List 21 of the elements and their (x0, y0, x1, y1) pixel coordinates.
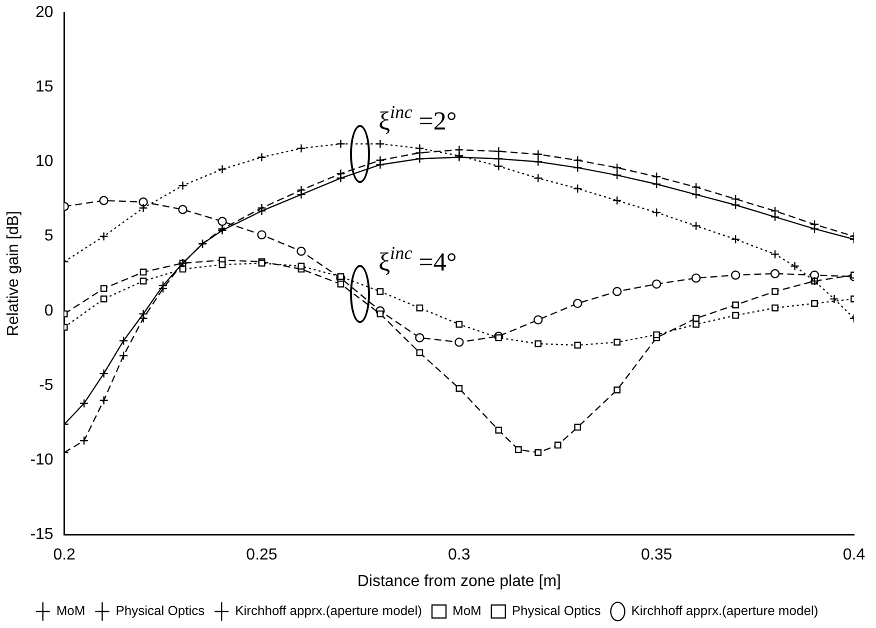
y-axis-title: Relative gain [dB] (5, 210, 22, 336)
legend-label: Physical Optics (116, 603, 206, 618)
x-tick-label: 0.2 (53, 546, 76, 564)
y-tick-label: 20 (36, 4, 54, 22)
x-axis-title: Distance from zone plate [m] (357, 572, 561, 590)
y-tick-label: 10 (36, 153, 54, 170)
legend-label: Kirchhoff apprx.(aperture model) (235, 603, 422, 618)
y-tick-label: -10 (30, 451, 54, 468)
legend-label: MoM (56, 603, 86, 618)
y-tick-label: 0 (44, 302, 54, 320)
y-tick-label: 5 (44, 228, 54, 245)
legend-label: Kirchhoff apprx.(aperture model) (631, 603, 818, 618)
x-tick-label: 0.4 (842, 546, 866, 564)
legend-label: MoM (452, 603, 482, 618)
x-tick-label: 0.3 (448, 546, 470, 564)
x-tick-label: 0.35 (641, 546, 672, 564)
y-tick-label: 15 (36, 78, 54, 96)
x-tick-label: 0.25 (246, 546, 278, 564)
y-tick-label: -5 (39, 376, 54, 394)
legend-label: Physical Optics (512, 603, 602, 618)
y-tick-label: -15 (30, 526, 54, 544)
